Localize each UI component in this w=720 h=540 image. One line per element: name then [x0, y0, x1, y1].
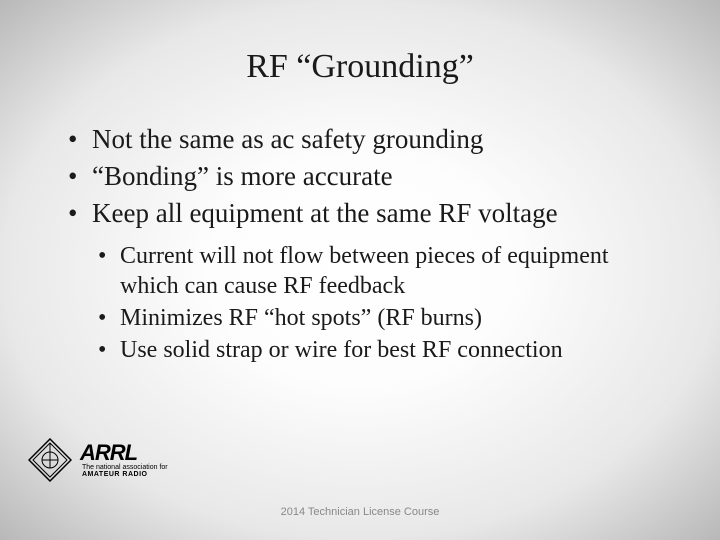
bullet-item: Keep all equipment at the same RF voltag…: [64, 196, 656, 231]
slide-container: RF “Grounding” Not the same as ac safety…: [0, 0, 720, 540]
sub-bullet-list: Current will not flow between pieces of …: [64, 241, 656, 365]
arrl-diamond-icon: [28, 438, 72, 482]
arrl-tagline-2: AMATEUR RADIO: [82, 471, 168, 478]
arrl-logo-text: ARRL The national association for AMATEU…: [80, 442, 168, 478]
sub-bullet-item: Minimizes RF “hot spots” (RF burns): [64, 303, 656, 333]
arrl-wordmark: ARRL: [80, 442, 168, 464]
main-bullet-list: Not the same as ac safety grounding “Bon…: [64, 122, 656, 231]
arrl-tagline-1: The national association for: [82, 464, 168, 471]
slide-title: RF “Grounding”: [64, 48, 656, 86]
slide-footer: 2014 Technician License Course: [0, 506, 720, 518]
bullet-item: Not the same as ac safety grounding: [64, 122, 656, 157]
bullet-item: “Bonding” is more accurate: [64, 159, 656, 194]
sub-bullet-item: Current will not flow between pieces of …: [64, 241, 656, 301]
arrl-logo: ARRL The national association for AMATEU…: [28, 438, 168, 482]
sub-bullet-item: Use solid strap or wire for best RF conn…: [64, 335, 656, 365]
